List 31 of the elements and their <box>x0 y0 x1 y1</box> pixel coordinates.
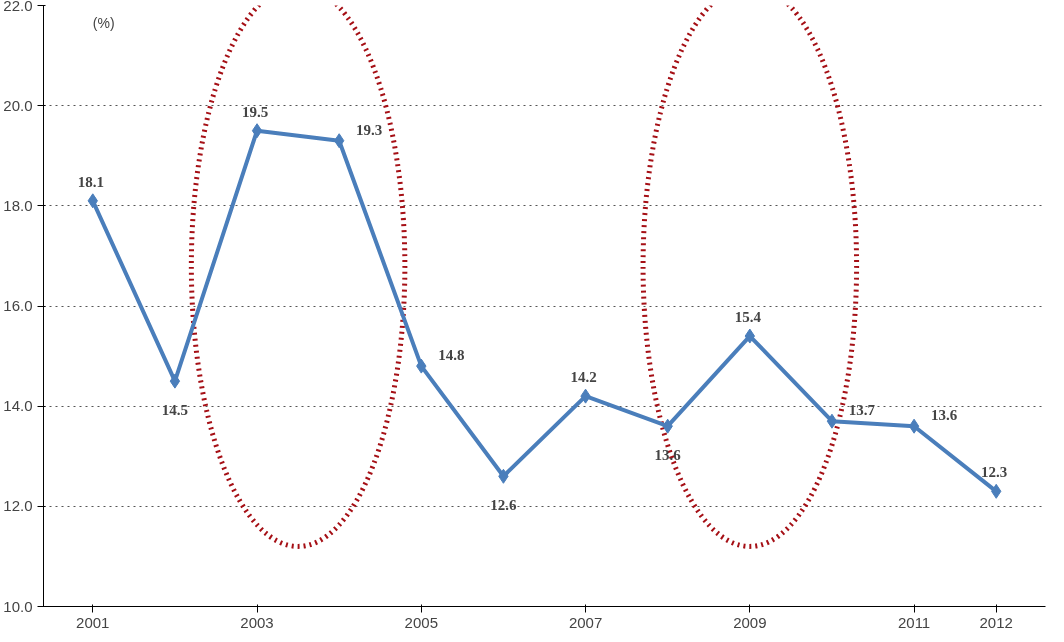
x-tick-label: 2003 <box>240 613 274 631</box>
y-tick-label: 18.0 <box>3 196 33 214</box>
data-label: 19.3 <box>356 121 383 138</box>
data-label: 18.1 <box>77 173 104 190</box>
x-tick-label: 2009 <box>733 613 767 631</box>
point <box>251 123 263 139</box>
y-tick-label: 20.0 <box>3 96 33 114</box>
point <box>169 373 181 389</box>
data-label: 12.3 <box>981 464 1008 481</box>
point <box>826 413 838 429</box>
x-tick-label: 2012 <box>979 613 1013 631</box>
data-label: 13.6 <box>654 447 682 464</box>
x-tick-label: 2001 <box>76 613 110 631</box>
x-tick-label: 2007 <box>568 613 603 631</box>
x-tick-label: 2011 <box>897 613 931 631</box>
data-label: 13.6 <box>930 407 958 424</box>
y-tick-label: 10.0 <box>3 597 33 615</box>
data-label: 12.6 <box>490 497 518 514</box>
data-label: 14.8 <box>438 347 465 364</box>
y-axis-title: (%) <box>92 14 115 31</box>
data-label: 14.2 <box>570 369 597 386</box>
data-label: 13.7 <box>848 402 876 419</box>
y-tick-label: 22.0 <box>3 0 33 14</box>
data-label: 15.4 <box>734 309 762 326</box>
x-tick-label: 2005 <box>404 613 438 631</box>
data-label: 14.5 <box>161 402 189 419</box>
y-tick-label: 12.0 <box>3 497 33 515</box>
data-label: 19.5 <box>241 103 269 120</box>
point <box>908 418 920 434</box>
y-tick-label: 16.0 <box>3 297 33 314</box>
y-tick-label: 14.0 <box>3 397 33 415</box>
